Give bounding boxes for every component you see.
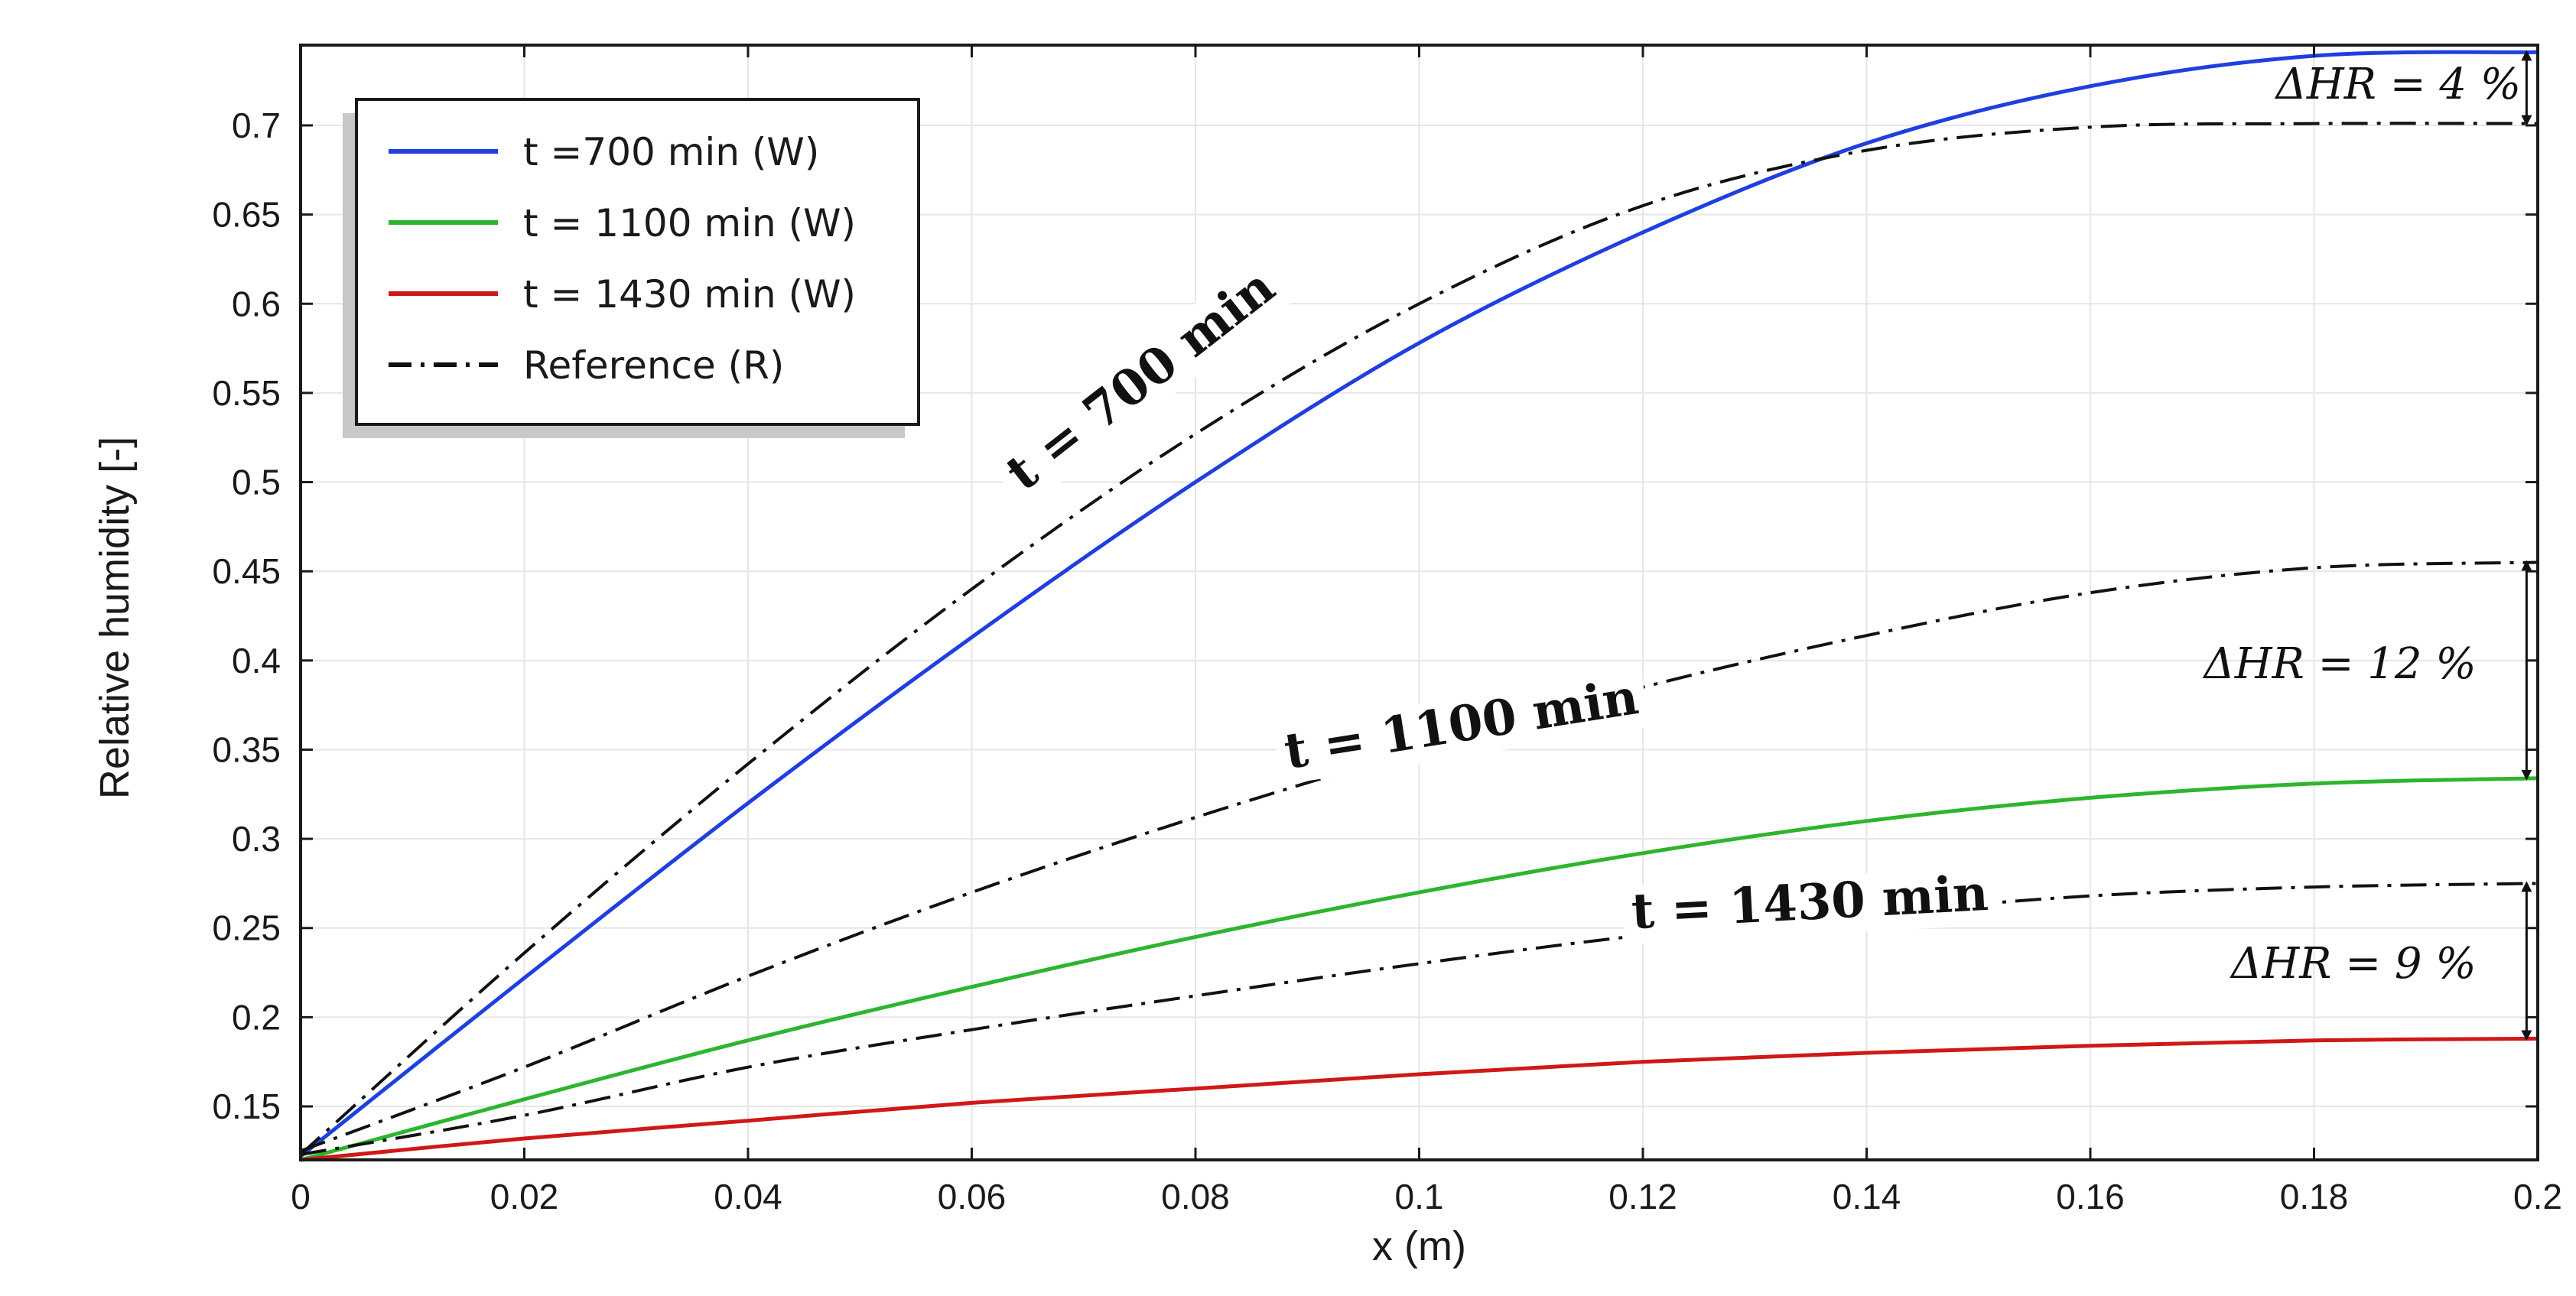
y-tick-label: 0.25 [212,908,281,948]
series-line-2 [300,1036,2539,1162]
y-axis-title: Relative humidity [-] [92,437,138,799]
curve-label-background [1273,669,1651,785]
x-tick-label: 0.1 [1395,1177,1444,1216]
legend-label-2: t = 1430 min (W) [523,272,856,317]
series-line-4 [300,560,2539,1153]
y-tick-label: 0.3 [232,819,281,859]
y-tick-label: 0.4 [232,641,281,680]
y-tick-label: 0.55 [212,373,281,413]
series-line-1 [300,776,2539,1162]
curve-label-background [989,253,1296,511]
x-tick-label: 0 [291,1177,311,1216]
legend: t =700 min (W) t = 1100 min (W) t = 1430 m… [343,98,920,438]
y-tick-label: 0.15 [212,1086,281,1126]
y-tick-label: 0.7 [232,106,281,145]
y-tick-label: 0.2 [232,997,281,1037]
x-tick-label: 0.18 [2280,1177,2349,1216]
x-tick-label: 0.04 [714,1177,782,1216]
legend-label-1: t = 1100 min (W) [523,201,856,245]
series-group [299,50,2539,1162]
x-tick-label: 0.14 [1833,1177,1901,1216]
series-line-5 [300,882,2539,1156]
series-line-3 [299,122,2539,1156]
y-tick-label: 0.35 [212,729,281,769]
x-tick-label: 0.02 [490,1177,559,1216]
x-tick-label: 0.16 [2056,1177,2125,1216]
x-tick-label: 0.12 [1608,1177,1677,1216]
x-tick-label: 0.08 [1161,1177,1230,1216]
y-tick-label: 0.6 [232,284,281,323]
axes: 0 0.02 0.04 0.06 0.08 0.1 0.12 0.14 0.16 0.18 0.2 0… [92,44,2562,1269]
x-axis-title: x (m) [1372,1223,1466,1269]
delta-label-0: ΔHR = 4 % [2274,60,2521,109]
delta-label-2: ΔHR = 9 % [2230,939,2477,989]
series-line-0 [299,50,2539,1158]
curve-label-background [1622,866,1998,944]
delta-label-1: ΔHR = 12 % [2202,639,2476,689]
legend-label-3: Reference (R) [523,343,784,388]
y-tick-label: 0.45 [212,551,281,591]
x-tick-label: 0.2 [2513,1177,2562,1216]
x-tick-label: 0.06 [938,1177,1007,1216]
y-tick-label: 0.65 [212,195,281,235]
delta-annotations: ΔHR = 4 % ΔHR = 12 % ΔHR = 9 % [2202,50,2532,1041]
legend-label-0: t =700 min (W) [523,130,819,174]
y-tick-label: 0.5 [232,463,281,502]
